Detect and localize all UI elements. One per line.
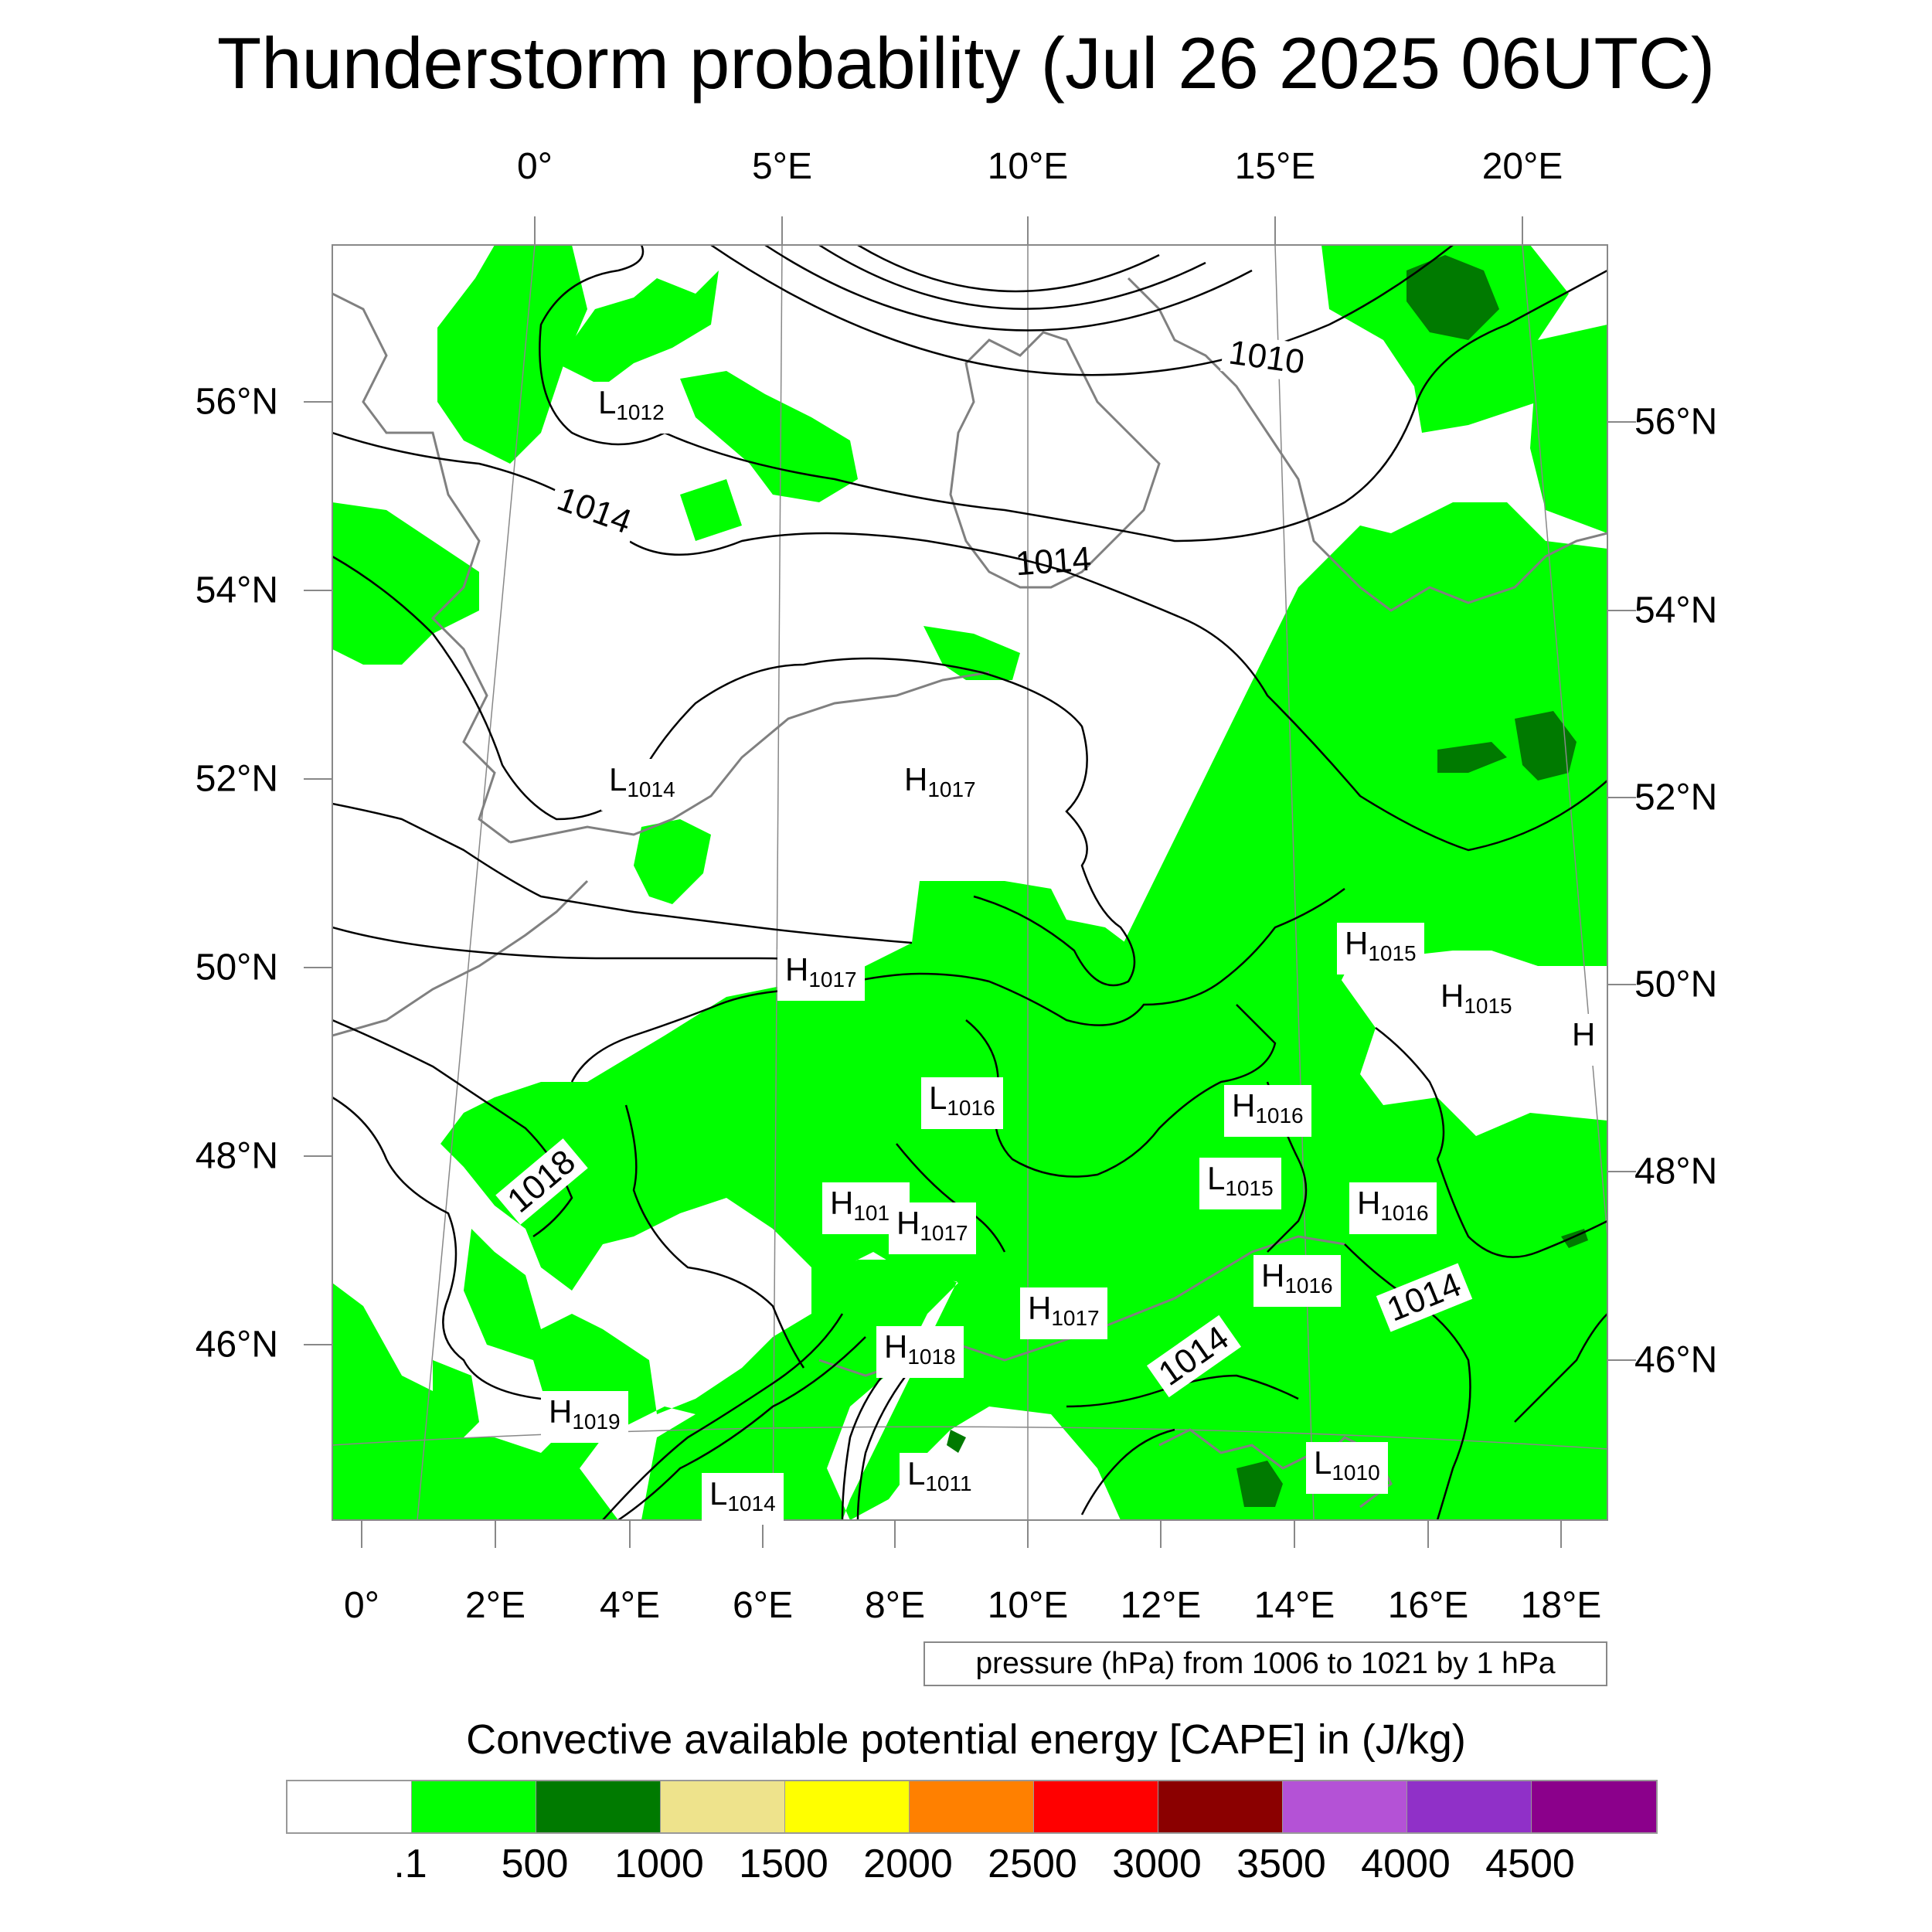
pressure-center-label: L1010: [1306, 1442, 1388, 1494]
pressure-center-label: H1016: [1253, 1255, 1341, 1307]
contour-info-box: pressure (hPa) from 1006 to 1021 by 1 hP…: [923, 1641, 1607, 1686]
colorbar-swatch: [1158, 1781, 1283, 1832]
bottom-lon-label: 6°E: [733, 1585, 793, 1626]
bottom-lon-label: 12°E: [1120, 1585, 1202, 1626]
left-lat-label: 52°N: [195, 758, 278, 800]
colorbar-swatch: [1034, 1781, 1158, 1832]
colorbar-swatch: [1407, 1781, 1532, 1832]
colorbar-swatch: [661, 1781, 785, 1832]
top-lon-label: 0°: [517, 146, 553, 187]
pressure-center-label: H1016: [1224, 1085, 1311, 1137]
colorbar-tick-label: 2000: [863, 1842, 953, 1886]
right-lat-label: 54°N: [1634, 590, 1718, 631]
pressure-center-label: H1019: [541, 1391, 628, 1443]
colorbar-swatch: [910, 1781, 1034, 1832]
colorbar-tick-label: 4500: [1485, 1842, 1575, 1886]
colorbar-tick-label: 1500: [739, 1842, 828, 1886]
right-lat-label: 48°N: [1634, 1151, 1718, 1192]
pressure-center-label: H1017: [777, 949, 865, 1001]
pressure-center-label: H1015: [1337, 923, 1424, 975]
pressure-center-label: H: [1564, 1014, 1604, 1066]
map-frame: [332, 244, 1608, 1521]
colorbar-tick-label: .1: [393, 1842, 427, 1886]
pressure-center-label: H1018: [876, 1326, 964, 1378]
cape-area-medium: [947, 255, 1588, 1507]
pressure-center-label: H1017: [896, 759, 984, 811]
right-lat-label: 52°N: [1634, 777, 1718, 818]
left-lat-label: 56°N: [195, 381, 278, 423]
axis-ticks: [304, 216, 1636, 1548]
right-lat-label: 46°N: [1634, 1339, 1718, 1381]
colorbar-tick-label: 3000: [1112, 1842, 1202, 1886]
right-lat-label: 50°N: [1634, 964, 1718, 1005]
colorbar-tick-label: 1000: [614, 1842, 704, 1886]
colorbar-tick-label: 4000: [1361, 1842, 1451, 1886]
left-lat-label: 48°N: [195, 1135, 278, 1177]
isobar-label: 1014: [1014, 539, 1093, 583]
colorbar-tick-label: 3500: [1236, 1842, 1326, 1886]
pressure-center-label: H1017: [889, 1202, 976, 1254]
colorbar-swatch: [536, 1781, 661, 1832]
pressure-center-label: H1015: [1433, 975, 1520, 1027]
left-lat-label: 46°N: [195, 1324, 278, 1366]
top-lon-label: 15°E: [1234, 146, 1316, 187]
pressure-center-label: L1014: [601, 759, 683, 811]
colorbar-swatch: [412, 1781, 536, 1832]
colorbar-swatch: [1283, 1781, 1407, 1832]
pressure-center-label: H1017: [1020, 1287, 1107, 1339]
colorbar-swatch: [1532, 1781, 1656, 1832]
top-lon-label: 5°E: [752, 146, 812, 187]
bottom-lon-label: 4°E: [600, 1585, 660, 1626]
map-title: Thunderstorm probability (Jul 26 2025 06…: [216, 22, 1716, 104]
pressure-center-label: L1014: [702, 1473, 784, 1525]
colorbar-swatch: [287, 1781, 412, 1832]
top-lon-label: 20°E: [1481, 146, 1563, 187]
pressure-center-label: L1011: [900, 1453, 980, 1505]
left-lat-label: 54°N: [195, 570, 278, 611]
colorbar-tick-label: 2500: [988, 1842, 1077, 1886]
bottom-lon-label: 16°E: [1387, 1585, 1469, 1626]
right-lat-label: 56°N: [1634, 401, 1718, 443]
bottom-lon-label: 2°E: [465, 1585, 526, 1626]
colorbar-tick-label: 500: [501, 1842, 569, 1886]
top-lon-label: 10°E: [987, 146, 1069, 187]
pressure-center-label: L1016: [921, 1077, 1003, 1129]
colorbar-title: Convective available potential energy [C…: [466, 1716, 1466, 1763]
bottom-lon-label: 18°E: [1520, 1585, 1602, 1626]
pressure-center-label: H1016: [1349, 1182, 1437, 1234]
bottom-lon-label: 10°E: [987, 1585, 1069, 1626]
pressure-center-label: L1015: [1199, 1158, 1281, 1209]
colorbar-swatch: [785, 1781, 910, 1832]
bottom-lon-label: 8°E: [865, 1585, 925, 1626]
pressure-center-label: L1012: [590, 382, 672, 434]
left-lat-label: 50°N: [195, 947, 278, 988]
colorbar: [286, 1780, 1658, 1834]
bottom-lon-label: 0°: [344, 1585, 379, 1626]
bottom-lon-label: 14°E: [1253, 1585, 1335, 1626]
